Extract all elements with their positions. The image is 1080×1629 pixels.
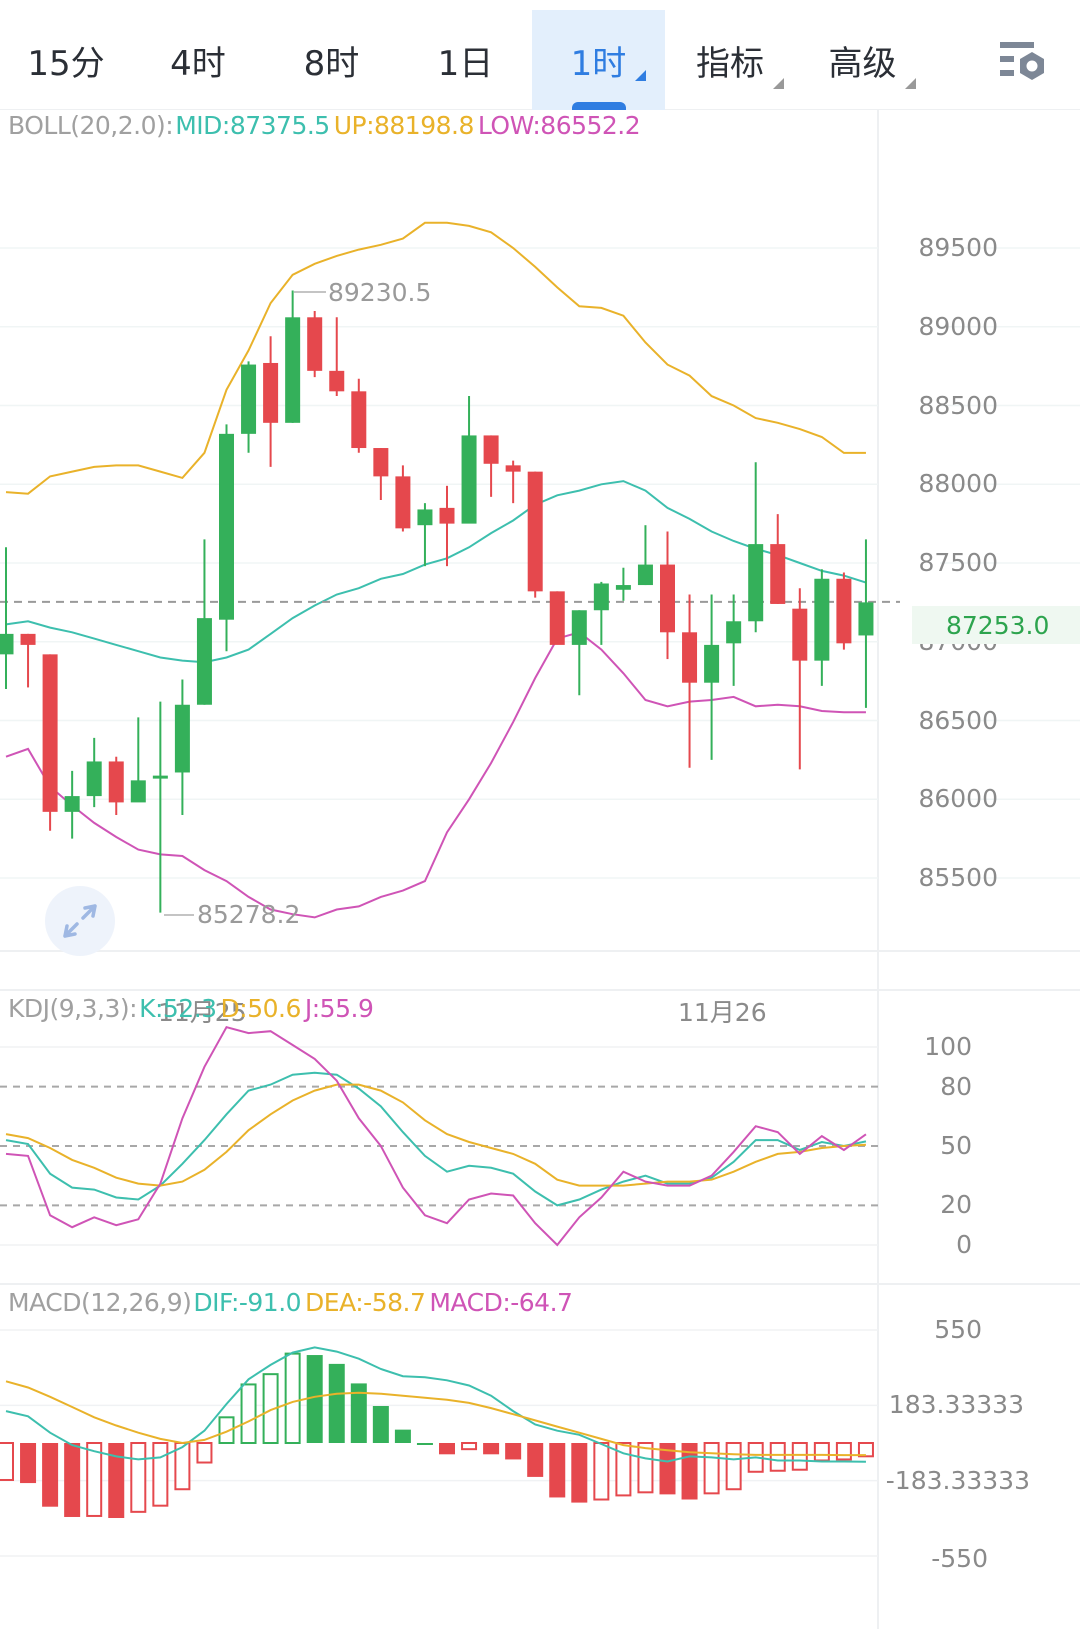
dropdown-triangle-icon: [635, 70, 646, 81]
expand-icon: [63, 904, 97, 938]
macd-value: MACD:-64.7: [429, 1288, 573, 1317]
timeframe-tabs: 15分 4时 8时 1日 1时 指标 高级: [0, 0, 1080, 110]
axis-tick-label: -550: [931, 1544, 988, 1574]
chart-settings-icon[interactable]: [996, 40, 1048, 84]
tab-1h[interactable]: 1时: [532, 10, 665, 110]
macd-name: MACD(12,26,9): [8, 1288, 192, 1317]
axis-tick-label: 550: [934, 1314, 982, 1344]
date-label: 11月25: [158, 998, 247, 1027]
tab-advanced[interactable]: 高级: [795, 10, 930, 110]
kdj-name: KDJ(9,3,3):: [8, 994, 138, 1023]
axis-tick-label: 0: [956, 1230, 972, 1259]
tab-8h[interactable]: 8时: [264, 10, 399, 110]
tab-4h[interactable]: 4时: [132, 10, 264, 110]
dropdown-triangle-icon: [905, 78, 916, 89]
macd-legend: MACD(12,26,9)DIF:-91.0 DEA:-58.7 MACD:-64.…: [8, 1288, 576, 1317]
macd-dea: DEA:-58.7: [305, 1288, 426, 1317]
tab-label: 1日: [437, 43, 494, 84]
tab-label: 指标: [696, 43, 764, 84]
max-price-label: 89230.5: [328, 278, 432, 307]
axis-tick-label: -183.33333: [885, 1465, 1030, 1495]
axis-tick-label: 85500: [918, 863, 998, 892]
boll-legend: BOLL(20,2.0):MID:87375.5 UP:88198.8 LOW:86…: [8, 111, 644, 140]
tab-label: 1时: [570, 43, 627, 84]
active-tab-indicator: [572, 102, 626, 110]
kdj-d: D:50.6: [220, 994, 302, 1023]
tab-15m[interactable]: 15分: [0, 10, 132, 110]
axis-tick-label: 88500: [918, 390, 998, 420]
current-price: 87253.0: [946, 610, 1050, 640]
fullscreen-button[interactable]: [45, 886, 115, 956]
boll-name: BOLL(20,2.0):: [8, 111, 174, 140]
boll-low: LOW:86552.2: [477, 111, 641, 140]
tab-label: 高级: [828, 43, 897, 84]
axis-tick-label: 20: [940, 1190, 972, 1220]
tab-label: 15分: [27, 43, 105, 84]
axis-tick-label: 50: [940, 1131, 972, 1160]
axis-tick-label: 86000: [918, 784, 998, 814]
boll-up: UP:88198.8: [333, 111, 475, 140]
kdj-legend: KDJ(9,3,3):K:52.3 D:50.6 J:55.9: [8, 994, 377, 1023]
axis-tick-label: 100: [924, 1032, 972, 1061]
min-price-label: 85278.2: [197, 900, 301, 929]
kdj-k: K:52.3: [139, 994, 217, 1023]
axis-tick-label: 89500: [918, 233, 998, 262]
axis-tick-label: 88000: [918, 469, 998, 499]
axis-tick-label: 87500: [918, 548, 998, 577]
date-label: 11月26: [678, 998, 767, 1027]
boll-mid: MID:87375.5: [175, 111, 330, 140]
axis-tick-label: 183.33333: [888, 1390, 1024, 1420]
axis-tick-label: 80: [940, 1071, 972, 1101]
axis-tick-label: 86500: [918, 705, 998, 735]
tab-label: 4时: [170, 43, 226, 84]
tab-indicators[interactable]: 指标: [665, 10, 795, 110]
current-price-tag: 87253.0: [912, 606, 1080, 644]
dropdown-triangle-icon: [773, 78, 784, 89]
tab-1d[interactable]: 1日: [399, 10, 532, 110]
axis-tick-label: 89000: [918, 311, 998, 341]
tab-label: 8时: [303, 43, 360, 84]
kdj-j: J:55.9: [304, 994, 374, 1023]
macd-dif: DIF:-91.0: [193, 1288, 302, 1317]
